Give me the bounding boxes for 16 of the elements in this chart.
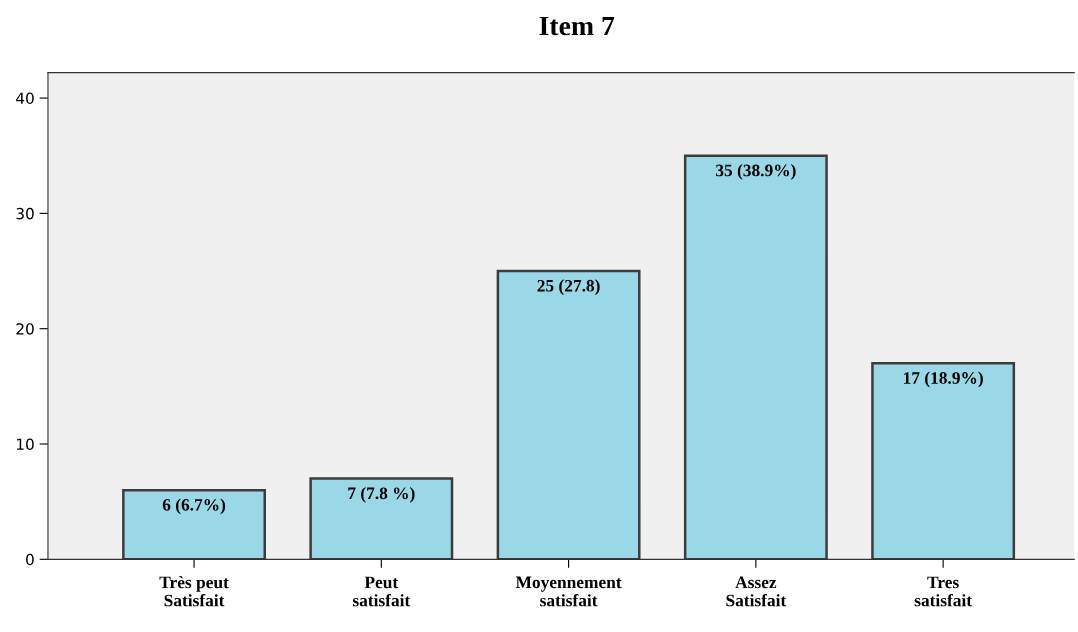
chart-title: Item 7 <box>539 16 615 36</box>
x-tick-label: Peut satisfait <box>352 576 411 607</box>
y-tick-label: 30 <box>16 207 34 220</box>
y-tick-label: 20 <box>16 323 34 335</box>
data-label: 25 (27.8) <box>537 279 600 296</box>
y-tick-label: 40 <box>16 92 34 105</box>
x-tick-label: Très peut Satisfait <box>159 575 229 607</box>
data-label: 7 (7.8 %) <box>348 486 415 503</box>
x-tick-label: Assez Satisfait <box>726 576 787 607</box>
data-label: 6 (6.7%) <box>162 498 226 515</box>
y-tick-label: 10 <box>17 438 34 451</box>
data-label: 17 (18.9%) <box>904 371 983 388</box>
x-tick-label: Moyennement satisfait <box>515 576 622 607</box>
y-tick-label: 0 <box>26 553 34 566</box>
x-tick-label: Tres satisfait <box>914 576 972 607</box>
data-label: 35 (38.9%) <box>716 164 796 180</box>
